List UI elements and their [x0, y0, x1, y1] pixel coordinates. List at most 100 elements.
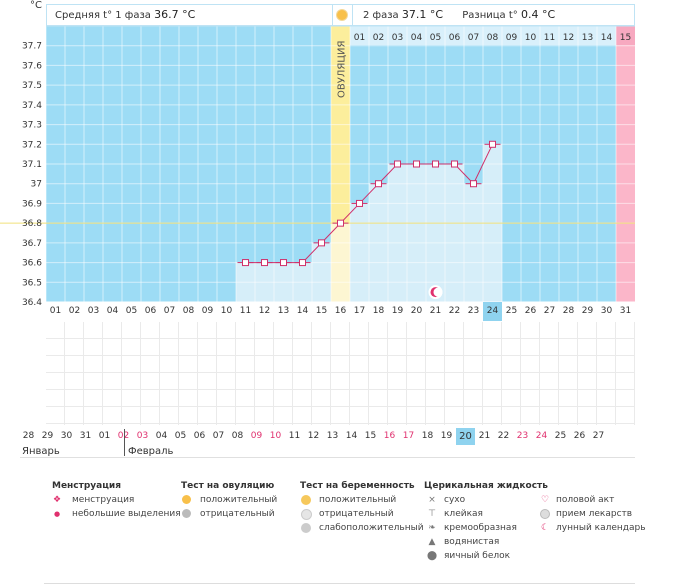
- date-label: 27: [592, 431, 605, 441]
- legend-menstruation-title: Менструация: [52, 481, 121, 491]
- top-day-label: 12: [563, 33, 574, 43]
- cycle-day-label: 31: [619, 306, 632, 316]
- month-label-january: Январь: [22, 446, 60, 457]
- top-day-label: 04: [411, 33, 423, 43]
- notes-grid: [46, 322, 635, 425]
- legend-intercourse: половой акт: [556, 495, 615, 505]
- moon-icon: ☾: [540, 523, 550, 533]
- temperature-point: [242, 259, 249, 267]
- legend-ovulation-test-title: Тест на овуляцию: [181, 481, 275, 491]
- date-label: 10: [269, 431, 282, 441]
- legend-ovulation-positive: положительный: [200, 495, 278, 505]
- month-label-february: Февраль: [128, 446, 174, 457]
- legend-lunar-calendar: лунный календарь: [556, 523, 646, 533]
- temperature-bar: [407, 164, 426, 302]
- date-label: 30: [60, 431, 73, 441]
- date-label: 03: [136, 431, 149, 441]
- top-day-label: 02: [373, 33, 384, 43]
- pregnancy-positive-icon: [301, 495, 311, 505]
- cycle-day-label: 03: [87, 306, 100, 316]
- date-label: 26: [573, 431, 586, 441]
- temperature-point: [261, 259, 268, 267]
- cycle-day-label: 09: [201, 306, 214, 316]
- cycle-day-label: 26: [524, 306, 537, 316]
- legend-creamy: кремообразная: [444, 523, 517, 533]
- date-label: 28: [22, 431, 35, 441]
- date-label: 08: [231, 431, 244, 441]
- legend-dry: сухо: [444, 495, 466, 505]
- date-label: 01: [98, 431, 111, 441]
- cycle-day-label: 14: [296, 306, 309, 316]
- legend-egg-white: яичный белок: [444, 551, 511, 561]
- date-label: 06: [193, 431, 206, 441]
- phase1-summary: Средняя t° 1 фаза 36.7 °C: [46, 4, 333, 26]
- date-label: 14: [345, 431, 358, 441]
- date-label: 19: [440, 431, 453, 441]
- y-tick-label: 37.1: [22, 160, 42, 170]
- date-label: 29: [41, 431, 54, 441]
- y-tick-label: 37.4: [22, 101, 42, 111]
- cycle-day-label: 24: [483, 302, 502, 321]
- temperature-chart: ОВУЛЯЦИЯ 01 02 03 04 05 06 07 08 09 10 11 12 13 14 15 37…: [0, 25, 635, 308]
- y-tick-label: 36.9: [22, 199, 42, 209]
- phase1-label: Средняя t° 1 фаза: [55, 10, 151, 21]
- legend-pregnancy-weak: слабоположительный: [319, 523, 424, 533]
- heart-icon: ♡: [540, 495, 550, 505]
- date-label: 17: [402, 431, 415, 441]
- ovulation-negative-icon: [182, 509, 191, 518]
- phase2-summary: 2 фаза 37.1 °C Разница t° 0.4 °C: [352, 4, 635, 26]
- y-tick-label: 36.7: [22, 239, 42, 249]
- date-label: 07: [212, 431, 225, 441]
- legend-spotting: небольшие выделения: [72, 509, 181, 519]
- dry-icon: ×: [428, 495, 436, 505]
- cycle-day-label: 08: [182, 306, 195, 316]
- date-label: 23: [516, 431, 529, 441]
- temperature-bar: [388, 164, 407, 302]
- cycle-day-label: 01: [49, 306, 62, 316]
- cycle-day-label: 13: [277, 306, 290, 316]
- temperature-bar: [312, 242, 331, 302]
- temperature-point: [413, 160, 420, 168]
- top-day-label: 03: [392, 33, 403, 43]
- pregnancy-negative-icon: [301, 509, 312, 520]
- y-unit-label: °C: [30, 0, 42, 11]
- top-day-label: 06: [449, 33, 461, 43]
- date-label: 05: [174, 431, 187, 441]
- watery-icon: ▲: [428, 537, 436, 547]
- temperature-bar: [426, 164, 445, 302]
- sticky-icon: ⊤: [428, 509, 436, 519]
- cycle-day-label: 19: [391, 306, 404, 316]
- date-label: 16: [383, 431, 396, 441]
- y-tick-label: 36.4: [22, 298, 42, 308]
- diff-label: Разница t°: [462, 10, 518, 21]
- cycle-day-label: 11: [239, 306, 252, 316]
- moon-marker-cut: [433, 287, 443, 297]
- legend-pregnancy-positive: положительный: [319, 495, 397, 505]
- cycle-day-label: 15: [315, 306, 328, 316]
- sun-icon: [337, 10, 347, 20]
- top-day-label: 13: [582, 33, 593, 43]
- legend-sticky: клейкая: [444, 509, 483, 519]
- cycle-day-label: 05: [125, 306, 138, 316]
- cycle-day-label: 25: [505, 306, 518, 316]
- date-label: 31: [79, 431, 92, 441]
- cycle-day-label: 27: [543, 306, 556, 316]
- date-label: 22: [497, 431, 510, 441]
- date-label: 13: [326, 431, 339, 441]
- y-tick-label: 37.2: [22, 140, 42, 150]
- y-tick-label: 36.6: [22, 259, 42, 269]
- date-label: 18: [421, 431, 434, 441]
- top-day-label: 05: [430, 33, 441, 43]
- cycle-day-label: 23: [467, 306, 480, 316]
- cycle-day-label: 10: [220, 306, 233, 316]
- cycle-day-label: 22: [448, 306, 461, 316]
- top-day-label: 07: [468, 33, 479, 43]
- legend-ovulation-negative: отрицательный: [200, 509, 275, 519]
- creamy-icon: ❧: [428, 523, 436, 533]
- temperature-bar: [350, 203, 369, 302]
- ovulation-label: ОВУЛЯЦИЯ: [337, 41, 348, 99]
- egg-white-icon: ⬤: [427, 551, 438, 561]
- temperature-point: [280, 259, 287, 267]
- legend-watery: водянистая: [444, 537, 500, 547]
- top-day-label: 11: [544, 33, 555, 43]
